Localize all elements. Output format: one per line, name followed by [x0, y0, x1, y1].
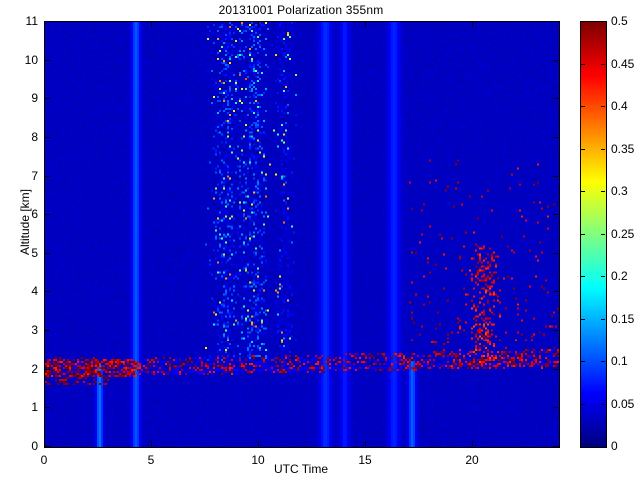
y-tick-mark — [553, 21, 558, 22]
y-tick-mark — [553, 137, 558, 138]
colorbar-tick-mark — [601, 149, 605, 150]
colorbar-tick-label: 0.1 — [611, 354, 628, 368]
colorbar-tick-label: 0.15 — [611, 312, 635, 326]
x-tick-label: 5 — [147, 453, 155, 467]
x-tick-mark — [472, 441, 473, 446]
y-tick-mark — [45, 369, 50, 370]
y-tick-mark — [45, 407, 50, 408]
y-tick-mark — [45, 330, 50, 331]
colorbar-tick-mark — [581, 234, 585, 235]
colorbar-tick-mark — [601, 64, 605, 65]
y-tick-mark — [553, 330, 558, 331]
colorbar-tick-mark — [581, 361, 585, 362]
colorbar-tick-mark — [581, 149, 585, 150]
y-tick-mark — [45, 446, 50, 447]
y-tick-label: 7 — [31, 169, 38, 183]
y-axis-label: Altitude [km] — [18, 188, 32, 256]
y-tick-label: 6 — [31, 207, 38, 221]
y-tick-label: 8 — [31, 130, 38, 144]
colorbar-tick-label: 0.3 — [611, 184, 628, 198]
colorbar-tick-mark — [601, 234, 605, 235]
page-title: 20131001 Polarization 355nm — [218, 3, 384, 17]
y-tick-label: 9 — [31, 91, 38, 105]
heatmap-image — [45, 22, 559, 447]
y-tick-label: 4 — [31, 284, 38, 298]
y-tick-mark — [553, 369, 558, 370]
x-tick-label: 20 — [465, 453, 479, 467]
colorbar-tick-label: 0.05 — [611, 397, 635, 411]
colorbar-tick-mark — [581, 191, 585, 192]
y-tick-label: 5 — [31, 246, 38, 260]
y-tick-label: 1 — [31, 400, 38, 414]
colorbar-tick-mark — [601, 191, 605, 192]
y-tick-mark — [45, 176, 50, 177]
y-tick-mark — [553, 98, 558, 99]
x-tick-mark — [258, 441, 259, 446]
y-tick-mark — [553, 176, 558, 177]
y-tick-mark — [45, 98, 50, 99]
x-tick-mark — [365, 441, 366, 446]
colorbar-tick-mark — [581, 276, 585, 277]
colorbar-tick-mark — [581, 64, 585, 65]
y-tick-label: 10 — [24, 53, 38, 67]
y-tick-label: 3 — [31, 323, 38, 337]
y-tick-mark — [45, 60, 50, 61]
colorbar-tick-mark — [601, 404, 605, 405]
y-tick-label: 11 — [25, 14, 38, 28]
colorbar-tick-label: 0.25 — [611, 227, 635, 241]
colorbar-tick-mark — [601, 319, 605, 320]
y-tick-mark — [45, 137, 50, 138]
y-tick-mark — [553, 214, 558, 215]
colorbar-tick-mark — [581, 404, 585, 405]
x-tick-label: 10 — [251, 453, 265, 467]
y-tick-mark — [553, 407, 558, 408]
x-tick-label: 0 — [40, 453, 48, 467]
y-tick-mark — [45, 214, 50, 215]
heatmap-axes[interactable] — [44, 21, 560, 448]
y-tick-mark — [45, 253, 50, 254]
x-tick-mark — [151, 22, 152, 27]
colorbar-tick-mark — [601, 276, 605, 277]
colorbar-tick-label: 0 — [611, 439, 618, 453]
x-tick-mark — [365, 22, 366, 27]
colorbar-tick-mark — [581, 106, 585, 107]
y-tick-label: 2 — [31, 362, 38, 376]
y-tick-mark — [45, 21, 50, 22]
x-axis-label: UTC Time — [274, 462, 328, 476]
y-tick-mark — [553, 446, 558, 447]
x-tick-mark — [258, 22, 259, 27]
colorbar-tick-mark — [601, 106, 605, 107]
y-tick-label: 0 — [31, 439, 38, 453]
colorbar-tick-label: 0.45 — [611, 57, 635, 71]
y-tick-mark — [553, 291, 558, 292]
colorbar-tick-mark — [601, 361, 605, 362]
x-tick-mark — [151, 441, 152, 446]
y-tick-mark — [45, 291, 50, 292]
y-tick-mark — [553, 60, 558, 61]
y-tick-mark — [553, 253, 558, 254]
colorbar-tick-mark — [581, 319, 585, 320]
colorbar-tick-label: 0.4 — [611, 99, 628, 113]
x-tick-mark — [44, 22, 45, 27]
x-tick-mark — [472, 22, 473, 27]
colorbar-tick-label: 0.5 — [611, 14, 628, 28]
x-tick-mark — [44, 441, 45, 446]
colorbar-tick-label: 0.35 — [611, 142, 635, 156]
x-tick-label: 15 — [358, 453, 372, 467]
colorbar-tick-label: 0.2 — [611, 269, 628, 283]
